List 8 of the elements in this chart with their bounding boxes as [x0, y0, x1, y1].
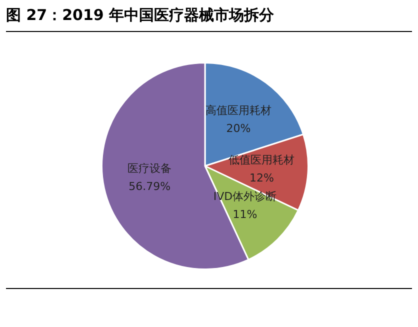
chart-title: 图 27：2019 年中国医疗器械市场拆分	[6, 6, 412, 32]
data-label: 56.79%	[128, 180, 171, 194]
slice-label: 低值医用耗材	[228, 154, 295, 167]
data-label: 20%	[226, 122, 251, 135]
data-label: 12%	[249, 172, 274, 185]
data-label: 11%	[232, 208, 258, 222]
slice-label: 高值医用耗材	[205, 104, 272, 117]
slice-label: 医疗设备	[128, 162, 172, 176]
